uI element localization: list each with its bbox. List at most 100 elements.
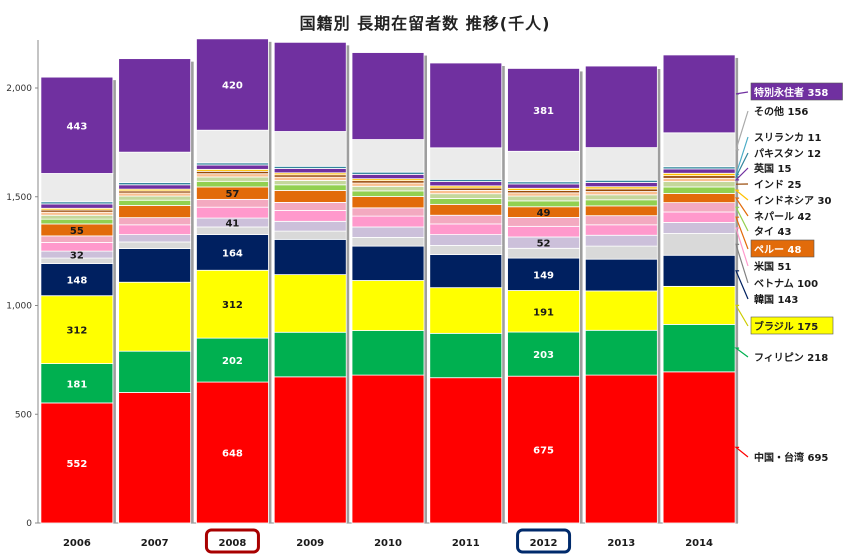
bar-2014-s7 xyxy=(662,202,736,213)
bar-2010-s5 xyxy=(351,226,425,238)
data-label-2008-7: 648 xyxy=(222,449,243,460)
data-label-2012-17: 149 xyxy=(533,270,554,281)
bar-shadow-2010 xyxy=(424,55,427,524)
legend: 特別永住者 358 その他 156 スリランカ 11 パキスタン 12 英国 15 インド… xyxy=(734,82,843,464)
bar-2009-s7 xyxy=(273,202,347,211)
bar-shadow-2008 xyxy=(268,41,272,523)
bar-shadow-2011 xyxy=(501,65,505,524)
legend-label-4: 英国 15 xyxy=(753,162,791,175)
bar-2007-s8 xyxy=(118,205,192,219)
legend-item-14: フィリピン 218 xyxy=(734,347,828,364)
data-label-2012-16: 191 xyxy=(533,307,554,318)
bar-2011-s16 xyxy=(429,147,503,180)
x-tick-label-2007: 2007 xyxy=(141,538,169,549)
bar-2014-s16 xyxy=(662,132,736,168)
legend-item-1: その他 156 xyxy=(735,105,808,151)
bar-2007-s6 xyxy=(118,224,192,235)
x-tick-labels: 2006 2007 2008 2009 2010 2011 2012 2013 2014 xyxy=(63,528,713,554)
bar-2014-s5 xyxy=(662,222,736,234)
bar-2009-s1 xyxy=(273,331,347,378)
bar-2011-s4 xyxy=(429,245,503,256)
bar-2007-s2 xyxy=(118,281,192,352)
bar-2012-s14 xyxy=(507,183,580,189)
x-tick-label-2014: 2014 xyxy=(685,538,713,549)
legend-leader-9 xyxy=(735,216,749,250)
bar-2008-s6 xyxy=(196,206,269,219)
bar-2007-s9 xyxy=(118,199,192,206)
legend-leader-7 xyxy=(734,197,749,217)
data-label-2012-18: 52 xyxy=(537,239,551,250)
bar-2011-s3 xyxy=(429,254,503,289)
highlight-box-2012 xyxy=(516,528,572,554)
data-label-2006-6: 443 xyxy=(66,121,87,132)
bar-2011-s5 xyxy=(429,234,503,246)
legend-item-11: ベトナム 100 xyxy=(735,243,818,290)
legend-label-14: フィリピン 218 xyxy=(754,352,828,364)
legend-leader-10 xyxy=(735,227,749,267)
bar-shadow-2007 xyxy=(190,61,194,523)
bar-2007-s14 xyxy=(118,184,192,190)
bar-2009-s2 xyxy=(273,274,347,333)
legend-item-2: スリランカ 11 xyxy=(735,132,821,176)
bar-2007-s4 xyxy=(118,241,192,249)
legend-item-5: インド 25 xyxy=(735,179,801,191)
y-tick-label-1500: 1,500 xyxy=(6,193,32,203)
bar-2013-s4 xyxy=(584,245,658,260)
bar-shadow-2009 xyxy=(346,45,350,523)
bar-2012-s16 xyxy=(507,150,580,183)
legend-label-8: タイ 43 xyxy=(754,226,791,238)
bar-2007-s7 xyxy=(118,217,192,226)
bar-2010-s7 xyxy=(351,207,425,217)
bar-2013-s16 xyxy=(584,147,658,181)
x-tick-label-2008: 2008 xyxy=(219,538,247,549)
legend-item-7: ネパール 42 xyxy=(734,197,811,223)
x-tick-label-2013: 2013 xyxy=(607,538,635,549)
bar-2014-s6 xyxy=(662,211,736,223)
bar-2011-s17 xyxy=(429,62,503,149)
bar-2009-s11 xyxy=(273,176,347,181)
stack-2009 xyxy=(273,41,350,524)
bar-shadow-2014 xyxy=(735,57,739,523)
legend-label-3: パキスタン 12 xyxy=(754,148,821,160)
legend-item-10: 米国 51 xyxy=(735,227,791,273)
stack-2006 xyxy=(40,76,116,524)
bar-2012-s11 xyxy=(507,192,580,197)
bar-2006-s16 xyxy=(40,173,114,203)
legend-item-9: ペルー 48 xyxy=(735,216,815,258)
bar-2013-s10 xyxy=(584,194,658,201)
bar-2008-s0 xyxy=(196,381,269,524)
legend-label-10: 米国 51 xyxy=(754,260,791,273)
legend-label-15: 中国・台湾 695 xyxy=(754,451,828,464)
bar-2009-s16 xyxy=(273,131,347,167)
bar-2007-s11 xyxy=(118,192,192,197)
stack-2010 xyxy=(351,52,427,524)
data-labels: 552 181 312 148 32 55 443 648 202 312 164 41 57 420 67… xyxy=(66,81,554,470)
stack-2007 xyxy=(118,58,194,524)
bar-2012-s17 xyxy=(507,68,580,152)
bar-2009-s17 xyxy=(273,41,347,132)
bar-2010-s8 xyxy=(351,196,425,209)
bar-2009-s6 xyxy=(273,210,347,222)
legend-leader-4 xyxy=(734,167,749,181)
bar-2013-s7 xyxy=(584,215,658,226)
legend-label-11: ベトナム 100 xyxy=(754,278,818,290)
bar-2011-s10 xyxy=(429,193,503,199)
legend-label-12: 韓国 143 xyxy=(754,293,798,306)
bar-2013-s1 xyxy=(584,329,658,376)
x-tick-label-2006: 2006 xyxy=(63,538,91,549)
bar-2008-s3 xyxy=(196,234,269,271)
y-tick-label-500: 500 xyxy=(15,410,32,420)
data-label-2012-14: 675 xyxy=(533,446,554,457)
bar-2012-s6 xyxy=(507,225,580,238)
bar-2009-s3 xyxy=(273,238,347,276)
bar-2008-s14 xyxy=(196,164,269,170)
bar-2008-s1 xyxy=(196,337,269,383)
legend-leader-0 xyxy=(735,91,749,95)
data-label-2008-9: 312 xyxy=(222,300,243,311)
legend-item-8: タイ 43 xyxy=(735,206,791,238)
data-label-2006-5: 55 xyxy=(70,226,84,237)
stack-2014 xyxy=(662,54,739,524)
bar-2014-s10 xyxy=(662,181,736,188)
bar-2013-s17 xyxy=(584,65,658,148)
bar-2012-s10 xyxy=(507,195,580,202)
